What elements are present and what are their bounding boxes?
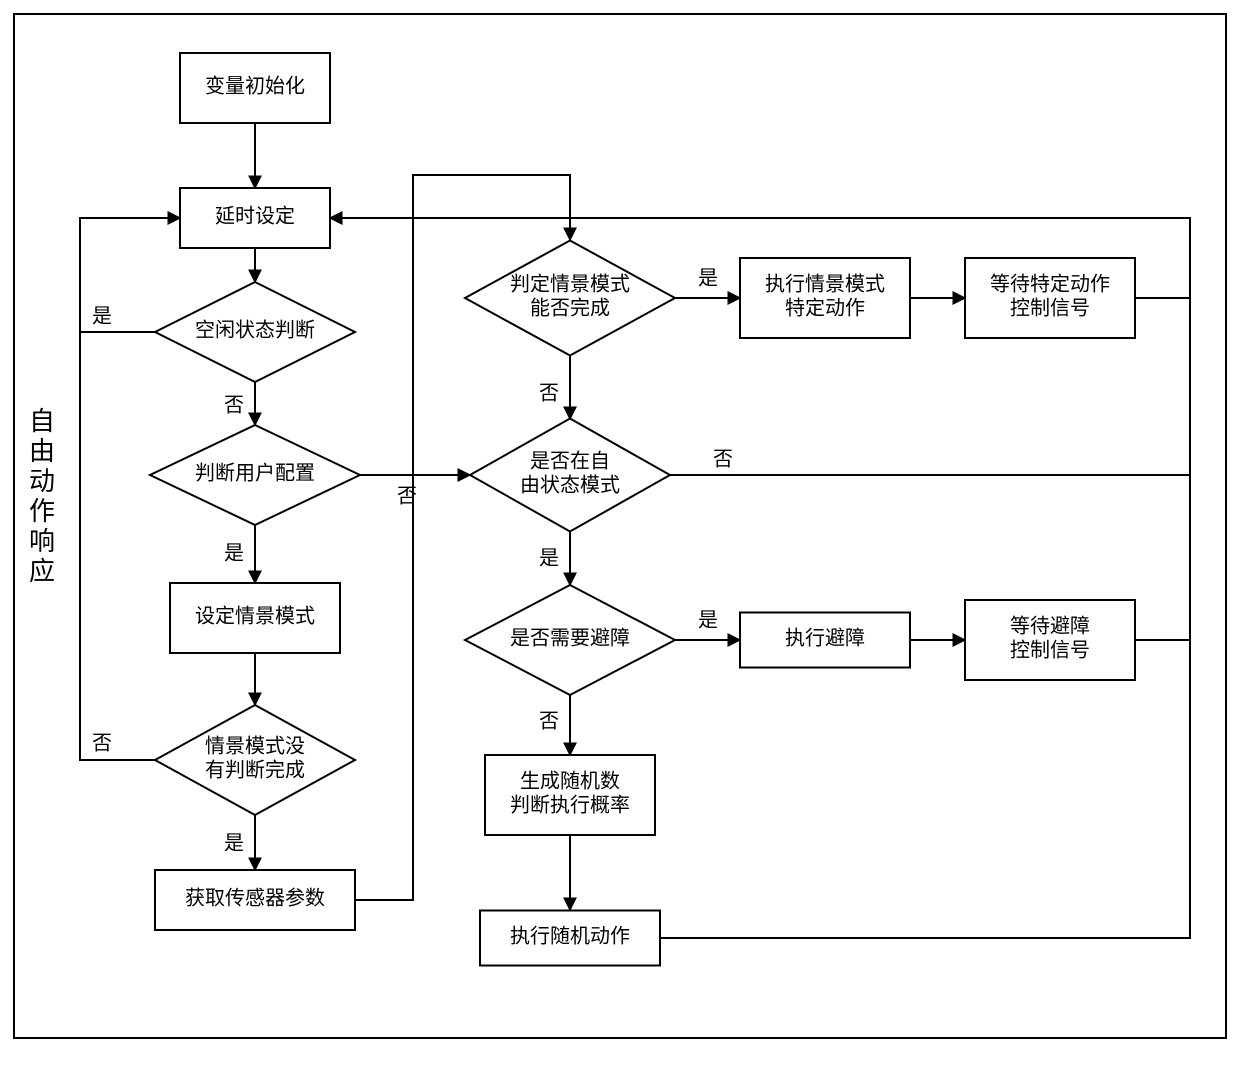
edge-label-e4: 是: [224, 543, 244, 565]
n_getsensor-label: 获取传感器参数: [185, 887, 325, 910]
n_execavoid: 执行避障: [740, 613, 910, 668]
n_execscene: 执行情景模式特定动作: [740, 258, 910, 338]
n_randprob-label1: 生成随机数: [520, 770, 620, 793]
n_execscene-label2: 特定动作: [785, 297, 865, 320]
n_modedone-label2: 有判断完成: [205, 759, 305, 782]
n_waitscene: 等待特定动作控制信号: [965, 258, 1135, 338]
n_waitavoid-label2: 控制信号: [1010, 639, 1090, 662]
n_setmode-label: 设定情景模式: [195, 605, 315, 628]
n_waitscene-label1: 等待特定动作: [990, 273, 1110, 296]
edge-label-e8: 否: [92, 733, 112, 755]
n_execrand: 执行随机动作: [480, 911, 660, 966]
edge-e8: [80, 218, 155, 760]
n_getsensor: 获取传感器参数: [155, 870, 355, 930]
n_randprob-label2: 判断执行概率: [510, 794, 630, 817]
n_execrand-label: 执行随机动作: [510, 925, 630, 948]
n_delay-label: 延时设定: [215, 205, 295, 228]
n_idle-label: 空闲状态判断: [195, 319, 315, 342]
n_userconf-label: 判断用户配置: [195, 462, 315, 485]
title-char-5: 应: [29, 557, 55, 586]
n_userconf: 判断用户配置: [150, 425, 360, 525]
title-char-3: 作: [29, 497, 55, 526]
edge-label-e15: 是: [698, 268, 718, 290]
edge-label-e11: 否: [539, 383, 559, 405]
edge-label-e18: 否: [713, 449, 733, 471]
n_freestate-label1: 是否在自: [530, 450, 610, 473]
title-char-4: 响: [29, 527, 55, 556]
n_modedone-label1: 情景模式没: [205, 735, 305, 758]
n_execavoid-label: 执行避障: [785, 627, 865, 650]
edge-e21: [1135, 218, 1190, 640]
n_delay: 延时设定: [180, 188, 330, 248]
edge-label-e7: 是: [92, 306, 112, 328]
n_idle: 空闲状态判断: [155, 282, 355, 382]
n_needavoid: 是否需要避障: [465, 585, 675, 695]
n_waitscene-label2: 控制信号: [1010, 297, 1090, 320]
edge-label-e13: 否: [539, 711, 559, 733]
edge-label-e19: 是: [698, 610, 718, 632]
n_freestate: 是否在自由状态模式: [470, 419, 670, 532]
n_setmode: 设定情景模式: [170, 583, 340, 653]
n_scenecomp-label1: 判定情景模式: [510, 273, 630, 296]
edge-label-e6: 是: [224, 833, 244, 855]
title-char-1: 由: [29, 437, 55, 466]
n_freestate-label2: 由状态模式: [520, 474, 620, 497]
n_modedone: 情景模式没有判断完成: [155, 705, 355, 815]
n_waitavoid: 等待避障控制信号: [965, 600, 1135, 680]
title-char-0: 自: [29, 407, 55, 436]
edge-label-e3: 否: [224, 395, 244, 417]
n_waitavoid-label1: 等待避障: [1010, 615, 1090, 638]
n_init: 变量初始化: [180, 53, 330, 123]
n_scenecomp-label2: 能否完成: [530, 297, 610, 320]
n_scenecomp: 判定情景模式能否完成: [465, 241, 675, 356]
n_needavoid-label: 是否需要避障: [510, 627, 630, 650]
n_randprob: 生成随机数判断执行概率: [485, 755, 655, 835]
title-char-2: 动: [29, 467, 55, 496]
edge-label-e12: 是: [539, 548, 559, 570]
n_init-label: 变量初始化: [205, 75, 305, 98]
n_execscene-label1: 执行情景模式: [765, 273, 885, 296]
